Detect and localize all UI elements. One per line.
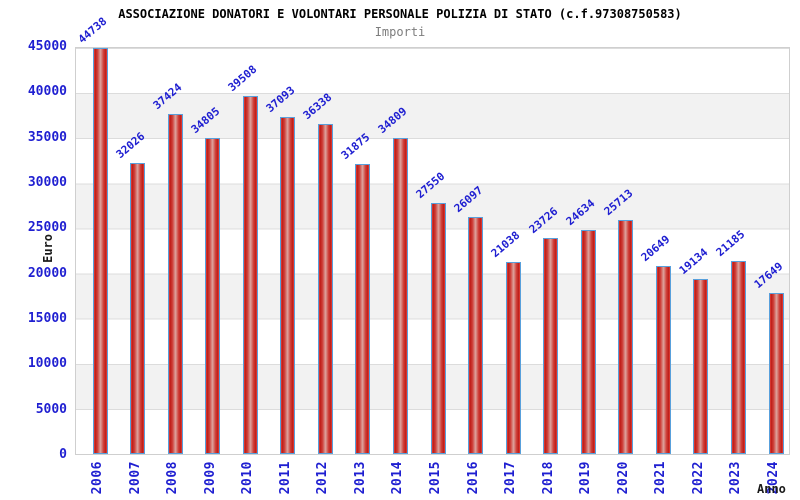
bar-value-label: 25713 (601, 186, 636, 219)
bar (280, 117, 296, 454)
y-tick-label: 25000 (27, 220, 67, 236)
bar (242, 95, 258, 454)
x-tick-label: 2015 (428, 461, 443, 495)
bar-value-label: 19134 (676, 246, 711, 278)
bar (430, 203, 446, 454)
bar (468, 216, 484, 454)
bar (317, 124, 333, 454)
y-tick-label: 20000 (27, 265, 67, 281)
x-tick-label: 2020 (615, 461, 631, 495)
x-tick-label: 2016 (465, 461, 481, 495)
bar-value-label: 37424 (150, 81, 185, 113)
bar-value-label: 32026 (113, 129, 147, 162)
bar (167, 114, 183, 454)
bar (505, 262, 521, 454)
x-tick-label: 2023 (728, 461, 744, 495)
y-axis-title: Euro (41, 234, 55, 263)
x-tick-label: 2009 (202, 461, 218, 495)
bar (392, 137, 408, 454)
bar-value-label: 37093 (263, 84, 298, 116)
bar-value-label: 31875 (338, 131, 373, 163)
y-tick-label: 15000 (27, 311, 67, 326)
bar (92, 48, 108, 454)
x-tick-label: 2013 (352, 461, 368, 495)
plot-area: 44738 32026 37424 34805 39508 37093 36338 31875… (75, 15, 790, 455)
x-tick-label: 2022 (690, 461, 706, 495)
x-tick-label: 2021 (653, 461, 669, 495)
chart-subtitle: Importi (374, 25, 426, 39)
y-tick-label: 10000 (27, 356, 67, 372)
bar (580, 229, 596, 454)
y-tick-label: 30000 (27, 175, 67, 190)
x-tick-label: 2006 (90, 461, 105, 495)
y-tick-label: 40000 (27, 84, 67, 100)
x-tick-label: 2008 (165, 461, 181, 495)
bar (355, 164, 371, 454)
bar-value-label: 21038 (488, 228, 523, 261)
bar-value-label: 21185 (714, 227, 748, 259)
x-tick-label: 2014 (390, 461, 406, 495)
bar-value-label: 24634 (563, 196, 598, 228)
bar-value-label: 17649 (751, 259, 786, 291)
x-axis-labels: 2006 2007 2008 2009 2010 2011 2012 2013 2014 2015… (75, 461, 790, 500)
y-tick-label: 5000 (35, 401, 67, 417)
bar (130, 163, 146, 454)
bar-value-label: 20649 (638, 232, 673, 264)
x-axis-title: Anno (757, 482, 786, 496)
y-axis-labels: 45000 40000 35000 30000 25000 20000 15000 10000… (0, 0, 67, 500)
bar-value-label: 34809 (376, 104, 410, 136)
y-tick-label: 35000 (27, 129, 67, 145)
x-tick-label: 2018 (540, 461, 556, 495)
bar (543, 237, 559, 454)
bar-value-label: 26097 (451, 183, 485, 215)
x-tick-label: 2011 (277, 461, 293, 495)
x-tick-label: 2007 (127, 461, 143, 495)
x-tick-label: 2010 (240, 461, 256, 495)
y-tick-label: 0 (59, 447, 67, 462)
chart-title: ASSOCIAZIONE DONATORI E VOLONTARI PERSON… (118, 7, 682, 21)
bar-value-label: 23726 (526, 204, 561, 236)
x-tick-label: 2012 (315, 461, 331, 495)
y-tick-label: 45000 (27, 39, 67, 54)
bar-value-label: 34805 (188, 104, 223, 136)
bar (693, 279, 709, 454)
x-tick-label: 2017 (503, 461, 519, 495)
bar (655, 265, 671, 454)
bar (768, 292, 784, 454)
bar-value-label: 36338 (300, 90, 335, 123)
bar-value-label: 27550 (413, 170, 448, 202)
x-tick-label: 2019 (578, 461, 594, 495)
bar (730, 260, 746, 454)
bar (205, 137, 221, 454)
bar (618, 220, 634, 454)
bar-value-label: 39508 (225, 62, 260, 94)
